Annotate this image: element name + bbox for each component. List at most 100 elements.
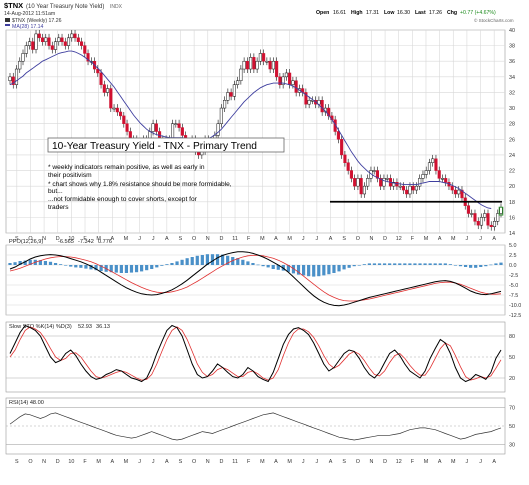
x-tick-bottom: J [138, 459, 141, 465]
annotation-title: 10-Year Treasury Yield - TNX - Primary T… [52, 141, 257, 152]
candle-body [57, 37, 61, 42]
candle-body [242, 60, 246, 70]
ppo-hist-bar [479, 265, 483, 267]
x-tick-bottom: S [342, 459, 346, 465]
ppo-hist-bar [84, 265, 88, 269]
ppo-panel: PPO(12,26,9) -6.565 -7.342 0.776 5.0 2.5 0.0 -2… [5, 239, 521, 319]
annotation-note-3a: ...not formidable enough to cover shorts… [48, 196, 198, 203]
candle-body [154, 123, 158, 132]
ppo-hist-bar [150, 265, 154, 269]
candle-body [223, 100, 227, 109]
candle-body [375, 170, 379, 179]
ppo-hist-bar [220, 254, 225, 265]
ppo-hist-bar [200, 255, 204, 265]
ppo-hist-bar [236, 258, 240, 265]
candle-body [8, 76, 12, 81]
ppo-hist-bar [23, 260, 27, 265]
ppo-hist-bar [438, 263, 442, 265]
x-tick-top: M [287, 236, 292, 242]
x-tick-bottom: M [424, 459, 429, 465]
x-tick-bottom: J [479, 459, 482, 465]
x-tick-top: N [206, 236, 210, 242]
candle-body [356, 178, 360, 187]
price-frame [5, 29, 506, 234]
ppo-hist-bar [271, 265, 275, 269]
ppo-y-tick: -12.5 [509, 313, 521, 319]
ppo-hist-bar [448, 264, 452, 265]
ppo-hist-bar [301, 265, 306, 276]
rsi-legend: RSI(14) 48.00 [9, 400, 44, 406]
rsi-y-tick: 70 [509, 405, 515, 411]
price-legend: $TNX (Weekly) 17.26 [12, 18, 62, 24]
candle-body [219, 107, 223, 124]
sto-y-tick: 80 [509, 334, 515, 340]
candle-body [102, 84, 106, 93]
candle-body [307, 100, 311, 105]
candle-body [268, 60, 272, 70]
candle-body [73, 33, 77, 39]
x-tick-top: A [274, 236, 278, 242]
candle-body [496, 213, 500, 222]
x-tick-top: N [42, 236, 46, 242]
x-tick-bottom: D [56, 459, 60, 465]
candle-body [66, 37, 71, 46]
ppo-y-tick: -5.0 [509, 283, 518, 289]
x-tick-bottom: A [329, 459, 333, 465]
candle-body [96, 68, 100, 74]
candle-body [83, 45, 87, 54]
candle-body [336, 131, 340, 140]
candle-body [288, 72, 292, 85]
candle-body [401, 185, 406, 191]
candle-body [304, 92, 308, 105]
ppo-y-tick: 5.0 [509, 243, 517, 249]
x-tick-top: M [124, 236, 129, 242]
ppo-hist-bar [215, 254, 220, 265]
ppo-hist-bar [251, 263, 255, 265]
candle-body [47, 37, 51, 46]
candle-body [346, 162, 350, 171]
ppo-hist-bar [276, 265, 280, 270]
rsi-line [9, 412, 502, 441]
ppo-hist-bar [205, 254, 210, 265]
candle-body [333, 119, 337, 132]
ppo-hist-bar [43, 261, 48, 265]
x-tick-top: A [329, 236, 333, 242]
candle-body [444, 178, 448, 183]
x-tick-top: F [83, 236, 87, 242]
price-y-tick: 18 [509, 200, 515, 206]
candle-body [44, 37, 48, 42]
candle-body [349, 170, 353, 179]
candle-body [408, 185, 412, 195]
candle-body [382, 178, 386, 187]
x-tick-bottom: F [411, 459, 415, 465]
ppo-y-tick: -10.0 [509, 303, 521, 309]
x-tick-bottom: A [438, 459, 442, 465]
ppo-value: -6.565 [58, 239, 74, 245]
candle-body [418, 178, 422, 187]
candle-body [174, 123, 178, 125]
annotation-note-1b: their positivism [48, 172, 92, 179]
candle-body [177, 123, 181, 128]
watermark: © StockCharts.com [474, 17, 514, 23]
x-tick-bottom: F [83, 459, 87, 465]
ppo-hist-bar [332, 265, 336, 273]
ppo-hist-bar [145, 265, 149, 271]
ppo-hist-bar [210, 254, 215, 265]
ppo-hist-bar [195, 255, 199, 265]
ppo-hist-bar [170, 263, 174, 265]
candle-body [258, 53, 262, 62]
candle-body [457, 189, 461, 195]
ppo-hist-bar [124, 265, 129, 273]
ppo-hist-bar [160, 265, 164, 266]
ppo-hist-bar [362, 264, 366, 265]
ma-legend: MA(28) 17.14 [12, 24, 44, 30]
ppo-hist-bar [307, 265, 311, 277]
x-tick-bottom: M [451, 459, 456, 465]
price-y-tick: 24 [509, 153, 515, 159]
candle-body [31, 41, 35, 50]
x-tick-top: D [383, 236, 387, 242]
x-tick-top: A [438, 236, 442, 242]
candle-body [262, 53, 266, 62]
high-label: High [351, 10, 363, 16]
